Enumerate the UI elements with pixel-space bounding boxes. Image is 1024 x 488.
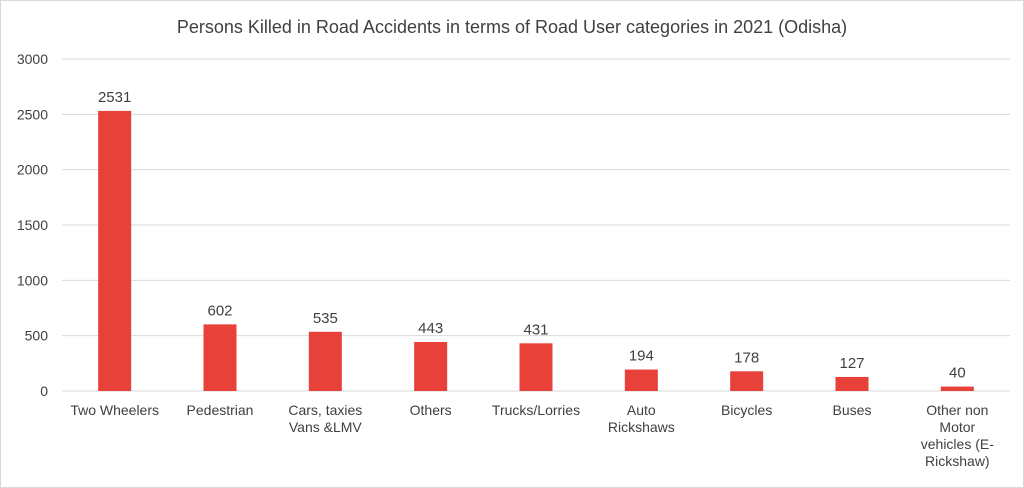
x-tick-label: Other non Motor vehicles (E-Rickshaw) [921,402,994,469]
bar [940,386,974,391]
y-tick-label: 500 [25,328,49,344]
data-label: 2531 [98,89,131,106]
x-tick-label: Two Wheelers [70,402,159,418]
y-tick-label: 2000 [17,162,48,178]
data-label: 443 [418,320,443,337]
data-label: 431 [523,321,548,338]
data-label: 40 [949,365,966,382]
bar [835,376,869,391]
y-tick-label: 1500 [17,217,48,233]
x-tick-label: Others [410,402,452,418]
x-tick-label: Buses [833,402,872,418]
y-tick-label: 0 [40,383,48,399]
x-tick-label: Bicycles [721,402,772,418]
data-label: 194 [629,348,654,365]
y-tick-label: 2500 [17,106,48,122]
x-tick-label: Pedestrian [187,402,254,418]
bar [203,324,237,391]
data-label: 178 [734,349,759,366]
bar [414,341,448,391]
bar [98,110,132,392]
y-tick-label: 3000 [17,51,48,67]
bar [308,331,342,391]
x-tick-label: Auto Rickshaws [608,402,675,435]
chart-title: Persons Killed in Road Accidents in term… [176,17,848,37]
y-tick-label: 1000 [17,272,48,288]
data-labels: 2531 602 535 443 431 194 178 127 40 [98,89,966,382]
x-axis-ticks: Two Wheelers Pedestrian Cars, taxies Vans &… [70,402,994,469]
x-tick-label: Cars, taxies Vans &LMV [288,402,362,435]
bar [519,343,553,391]
data-label: 535 [313,310,338,327]
bar [624,369,658,391]
bars [98,110,974,392]
x-tick-label: Trucks/Lorries [492,402,580,418]
y-axis-ticks: 0 500 1000 1500 2000 2500 3000 [17,51,48,399]
data-label: 127 [839,355,864,372]
bar [730,371,764,391]
data-label: 602 [207,302,232,319]
